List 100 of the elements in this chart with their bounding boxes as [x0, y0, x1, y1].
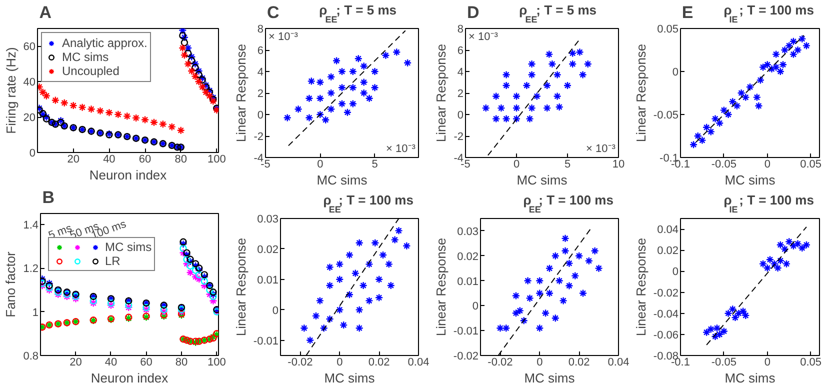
- x-tick-label: 0.02: [568, 356, 590, 368]
- y-tick-label: 0.05: [657, 24, 679, 36]
- x-tick-label: 60: [140, 356, 152, 368]
- y-tick-label: -0.06: [653, 329, 679, 342]
- x-tick-label: 80: [174, 154, 187, 166]
- y-tick-label: 0: [257, 110, 264, 122]
- x-axis-title: MC sims: [724, 172, 776, 188]
- y-tick-label: 1.4: [23, 219, 39, 232]
- x-tick-label: 40: [104, 356, 118, 368]
- annotation: × 10⁻³: [586, 142, 616, 155]
- x-tick-label: 0: [317, 158, 324, 170]
- y-tick-label: 0: [457, 110, 464, 122]
- y-tick-label: 0: [472, 300, 479, 313]
- y-axis-title: Fano factor: [3, 250, 18, 318]
- y-tick-label: -2: [254, 131, 264, 143]
- y-axis-title: Linear Response: [434, 44, 449, 142]
- y-tick-label: 2: [457, 88, 464, 100]
- x-tick-label: 20: [67, 154, 80, 166]
- x-tick-label: -0.05: [711, 158, 736, 170]
- y-tick-label: -4: [454, 152, 464, 164]
- x-tick-label: 5: [564, 158, 571, 170]
- legend-label: MC sims: [105, 240, 152, 254]
- y-axis-title: Linear Response: [633, 238, 648, 336]
- y-tick-label: 6: [457, 45, 464, 57]
- x-axis-title: MC sims: [516, 172, 568, 188]
- y-tick-label: 0.03: [257, 214, 279, 226]
- x-axis-title: MC sims: [524, 370, 576, 386]
- y-tick-label: -0.04: [653, 308, 679, 320]
- x-tick-label: 10: [612, 158, 625, 170]
- x-tick-label: 0.02: [368, 356, 390, 368]
- x-axis-title: Neuron index: [89, 168, 168, 182]
- y-tick-label: 60: [23, 41, 36, 54]
- chart-title: ρEE; T = 5 ms: [319, 2, 396, 24]
- y-tick-label: 4: [257, 66, 264, 78]
- x-tick-label: 100: [208, 356, 226, 368]
- y-tick-label: 0.01: [457, 276, 479, 288]
- y-tick-label: 8: [257, 24, 264, 36]
- annotation: × 10⁻³: [468, 31, 498, 44]
- x-axis-title: MC sims: [316, 172, 368, 188]
- y-tick-label: -4: [254, 152, 264, 164]
- y-tick-label: 20: [23, 112, 36, 124]
- y-tick-label: -0.05: [653, 110, 679, 122]
- y-tick-label: 0.02: [657, 245, 679, 258]
- legend-label: Uncoupled: [62, 64, 120, 78]
- y-tick-label: -0.01: [453, 326, 479, 338]
- y-axis-title: Firing rate (Hz): [3, 47, 18, 134]
- x-tick-label: -0.02: [288, 356, 313, 368]
- y-tick-label: 1: [32, 306, 39, 319]
- x-tick-label: -5: [460, 158, 470, 170]
- x-tick-label: 0: [513, 158, 520, 170]
- x-tick-label: 5: [372, 158, 378, 170]
- x-tick-label: 0: [764, 158, 770, 170]
- y-tick-label: 0.04: [657, 224, 679, 236]
- y-axis-title: Linear Response: [633, 44, 648, 142]
- x-tick-label: 80: [175, 356, 188, 368]
- x-tick-label: -0.02: [488, 356, 513, 368]
- y-axis-title: Linear Response: [234, 44, 249, 142]
- x-tick-label: 0.04: [608, 356, 630, 368]
- text: B: [42, 188, 55, 208]
- y-axis-title: Linear Response: [433, 238, 448, 336]
- x-axis-title: Neuron index: [90, 370, 169, 386]
- x-tick-label: 0.05: [800, 158, 822, 170]
- x-tick-label: -5: [260, 158, 270, 170]
- y-tick-label: -2: [454, 131, 464, 143]
- chart-title: ρEE; T = 100 ms: [523, 192, 614, 214]
- chart-title: ρEE; T = 100 ms: [323, 192, 414, 214]
- y-tick-label: 0.8: [23, 350, 39, 362]
- x-tick-label: -0.05: [711, 356, 736, 368]
- y-tick-label: -0.01: [253, 335, 279, 348]
- y-axis-title: Linear Response: [233, 238, 248, 336]
- y-tick-label: 0.02: [457, 250, 479, 263]
- x-tick-label: 40: [103, 154, 116, 166]
- x-tick-label: 20: [70, 356, 82, 368]
- y-tick-label: 6: [257, 45, 264, 57]
- y-tick-label: 1.2: [23, 263, 39, 276]
- chart-title: ρEE; T = 5 ms: [519, 2, 596, 24]
- y-tick-label: 0: [672, 66, 679, 78]
- x-axis-title: MC sims: [724, 370, 776, 386]
- y-tick-label: 0.01: [257, 274, 279, 286]
- y-tick-label: 0.03: [457, 226, 479, 238]
- text: A: [39, 3, 52, 22]
- text: D: [467, 3, 480, 22]
- x-tick-label: 0: [336, 356, 343, 368]
- y-tick-label: 4: [457, 66, 464, 78]
- x-tick-label: 0: [536, 356, 543, 368]
- x-tick-label: 0.05: [800, 356, 822, 368]
- y-tick-label: 8: [457, 24, 464, 36]
- y-tick-label: 40: [23, 76, 36, 89]
- annotation: × 10⁻³: [268, 31, 298, 44]
- chart-title: ρIE; T = 100 ms: [724, 192, 814, 214]
- x-axis-title: MC sims: [324, 370, 376, 386]
- y-tick-label: 2: [257, 88, 264, 100]
- x-tick-label: 100: [208, 154, 226, 166]
- annotation: × 10⁻³: [386, 142, 416, 155]
- x-tick-label: 0.04: [408, 356, 430, 368]
- y-tick-label: 0: [272, 304, 279, 317]
- legend-label: Analytic approx.: [62, 36, 148, 50]
- x-tick-label: 60: [138, 154, 152, 166]
- text: C: [267, 3, 280, 22]
- x-tick-label: 0: [764, 356, 770, 368]
